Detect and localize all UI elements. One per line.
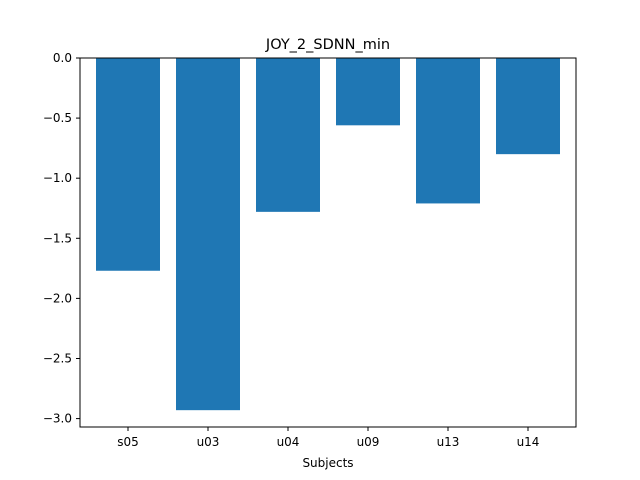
x-tick-label-u09: u09 (357, 435, 380, 449)
bar-u14 (496, 58, 560, 155)
bar-u13 (416, 58, 480, 204)
x-tick-label-u13: u13 (437, 435, 460, 449)
x-tick-label-u14: u14 (517, 435, 540, 449)
y-tick-label: −3.0 (43, 412, 72, 426)
x-axis-label: Subjects (302, 456, 353, 470)
y-tick-label: 0.0 (53, 51, 72, 65)
y-tick-label: −2.0 (43, 291, 72, 305)
bars-group (96, 58, 560, 411)
y-tick-label: −1.5 (43, 231, 72, 245)
bar-s05 (96, 58, 160, 271)
x-axis: s05 u03 u04 u09 u13 u14 (117, 427, 539, 449)
bar-u09 (336, 58, 400, 126)
x-tick-label-u03: u03 (197, 435, 220, 449)
x-tick-label-u04: u04 (277, 435, 300, 449)
chart-title: JOY_2_SDNN_min (265, 37, 390, 53)
y-axis: 0.0 −0.5 −1.0 −1.5 −2.0 −2.5 −3.0 (43, 51, 80, 426)
bar-u03 (176, 58, 240, 411)
x-tick-label-s05: s05 (117, 435, 139, 449)
bar-u04 (256, 58, 320, 212)
y-tick-label: −2.5 (43, 351, 72, 365)
y-tick-label: −1.0 (43, 171, 72, 185)
y-tick-label: −0.5 (43, 111, 72, 125)
plot-frame (79, 57, 577, 428)
